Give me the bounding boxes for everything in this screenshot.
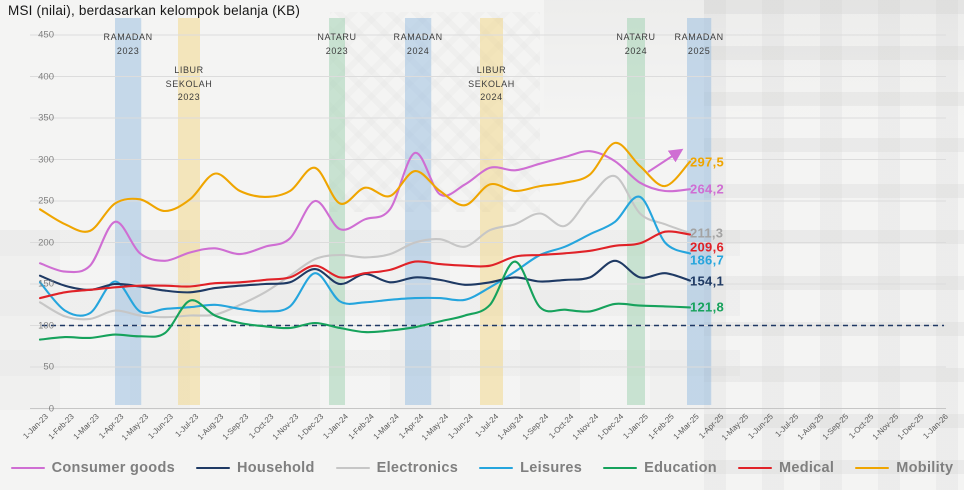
legend-label: Electronics [376, 460, 459, 476]
event-label-nataru-2023: NATARU 2023 [317, 32, 357, 56]
chart-title: MSI (nilai), berdasarkan kelompok belanj… [8, 3, 301, 18]
legend-swatch [603, 466, 638, 470]
legend-label: Mobility [896, 460, 954, 476]
y-axis-label-0: 0 [48, 403, 54, 414]
event-band-ramadan-2023 [115, 18, 142, 405]
event-band-ramadan-2024 [405, 18, 432, 405]
event-label-ramadan-2024: RAMADAN 2024 [393, 32, 443, 56]
legend-label: Consumer goods [51, 460, 175, 476]
series-end-label-medical: 209,6 [690, 239, 725, 255]
series-line-education [38, 260, 692, 341]
legend-swatch [855, 466, 890, 470]
series-line-electronics [38, 174, 692, 321]
y-axis-label-50: 50 [43, 361, 54, 373]
series-end-label-mobility: 297,5 [690, 154, 725, 170]
y-axis-label-100: 100 [38, 320, 54, 331]
legend-item-electronics: Electronics [335, 460, 459, 476]
series-line-consumer-goods [38, 150, 692, 274]
event-label-libur-sekolah-2024: LIBUR SEKOLAH 2024 [468, 65, 515, 102]
legend-swatch [335, 466, 370, 470]
y-axis-label-300: 300 [38, 154, 54, 165]
legend-swatch [479, 466, 514, 470]
event-band-ramadan-2025 [687, 18, 712, 405]
series-end-label-consumer-goods: 264,2 [690, 181, 725, 197]
legend-item-consumer-goods: Consumer goods [10, 460, 175, 476]
series-line-leisures [38, 195, 692, 317]
event-band-nataru-2024 [627, 18, 645, 405]
series-end-label-education: 121,8 [690, 299, 725, 315]
series-line-medical [38, 230, 692, 300]
y-axis-label-250: 250 [38, 195, 54, 207]
legend-label: Leisures [520, 460, 583, 476]
chart-legend: Consumer goods Household Electronics Leisur… [0, 453, 964, 483]
legend-label: Medical [778, 460, 835, 476]
series-end-label-household: 154,1 [690, 273, 725, 289]
legend-swatch [10, 466, 45, 470]
legend-label: Household [237, 460, 315, 476]
legend-label: Education [644, 460, 717, 476]
event-label-nataru-2024: NATARU 2024 [616, 32, 656, 56]
legend-item-education: Education [603, 460, 717, 476]
series-end-label-leisures: 186,7 [690, 252, 725, 268]
legend-swatch [737, 466, 772, 470]
trend-arrow-icon [647, 148, 684, 173]
legend-swatch [196, 466, 230, 470]
y-axis-label-150: 150 [38, 278, 54, 290]
y-axis-label-400: 400 [38, 71, 54, 82]
event-band-nataru-2023 [329, 18, 345, 405]
series-line-mobility [38, 141, 692, 233]
y-axis-label-450: 450 [38, 29, 54, 41]
event-label-libur-sekolah-2023: LIBUR SEKOLAH 2023 [165, 65, 213, 102]
legend-item-medical: Medical [737, 460, 835, 476]
y-axis-label-200: 200 [38, 237, 54, 248]
event-label-ramadan-2023: RAMADAN 2023 [103, 32, 153, 56]
legend-item-household: Household [196, 460, 315, 476]
event-label-ramadan-2025: RAMADAN 2025 [674, 32, 724, 56]
series-end-label-electronics: 211,3 [690, 225, 724, 241]
legend-item-leisures: Leisures [479, 460, 582, 476]
y-axis-label-350: 350 [38, 112, 54, 124]
legend-item-mobility: Mobility [855, 460, 953, 476]
